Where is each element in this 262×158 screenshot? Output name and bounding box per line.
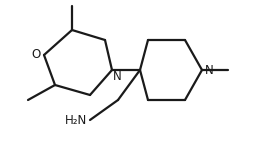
Text: N: N xyxy=(205,64,213,76)
Text: H₂N: H₂N xyxy=(65,113,87,127)
Text: O: O xyxy=(31,49,41,61)
Text: N: N xyxy=(113,70,121,83)
